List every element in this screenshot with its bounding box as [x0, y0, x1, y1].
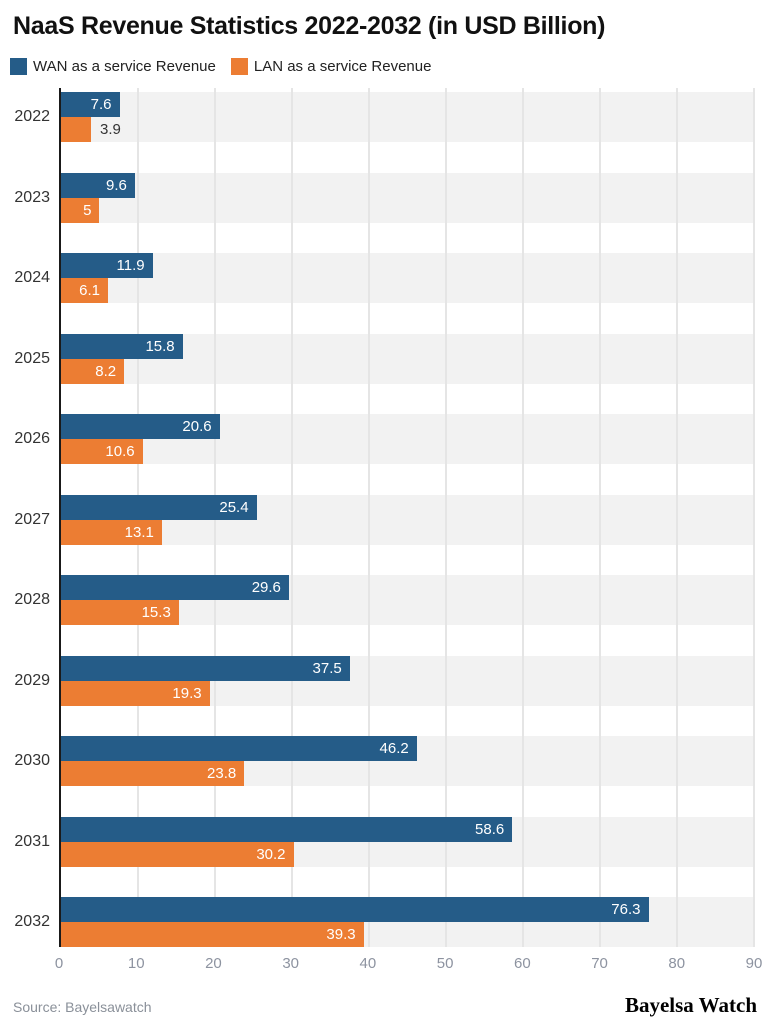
year-group-2024: 2024 11.9 6.1: [14, 253, 754, 303]
bar-wan-2030: 46.2: [61, 736, 417, 761]
bar-wan-2032: 76.3: [61, 897, 649, 922]
gridline: [675, 88, 678, 947]
x-tick-label: 80: [668, 955, 686, 972]
bar-lan-2025: 8.2: [61, 358, 125, 384]
bar-value-label: 7.6: [90, 96, 112, 113]
bar-value-label: 19.3: [172, 684, 202, 702]
year-group-2030: 2030 46.2 23.8: [14, 736, 754, 786]
year-label: 2028: [14, 591, 50, 608]
bar-wan-2028: 29.6: [61, 575, 289, 600]
bar-value-label: 25.4: [219, 498, 249, 516]
bar-value-label: 6.1: [79, 282, 100, 299]
bar-chart: 2022 7.6 3.9 2023 9.6 5 2024 11.9 6.1 2025 15.8 8.2…: [14, 88, 763, 977]
bar-wan-2025: 15.8: [61, 333, 183, 359]
x-tick-label: 30: [282, 955, 299, 972]
bar-lan-2027: 13.1: [61, 519, 162, 545]
x-tick-label: 70: [591, 955, 608, 972]
bar-wan-2026: 20.6: [61, 414, 220, 439]
bar-wan-2023: 9.6: [61, 172, 135, 198]
legend-item-wan: WAN as a service Revenue: [10, 58, 216, 75]
bar-value-label: 8.2: [95, 362, 117, 380]
bar-value-label: 37.5: [312, 659, 342, 677]
legend: WAN as a service Revenue LAN as a servic…: [10, 58, 769, 75]
bar-value-label: 5: [83, 201, 92, 219]
gridline: [599, 88, 601, 947]
year-group-2028: 2028 29.6 15.3: [14, 575, 754, 625]
year-label: 2027: [14, 510, 50, 528]
chart-title: NaaS Revenue Statistics 2022-2032 (in US…: [13, 12, 606, 40]
year-label: 2032: [14, 913, 50, 930]
bar-lan-2030: 23.8: [61, 761, 245, 786]
brand-logo: Bayelsa Watch: [624, 993, 757, 1017]
x-tick-label: 40: [359, 955, 377, 972]
bar-wan-2031: 58.6: [61, 816, 513, 842]
bar-value-label: 30.2: [256, 845, 286, 863]
bar-value-label: 15.8: [145, 337, 175, 355]
bar-value-label: 9.6: [106, 176, 127, 194]
bar-value-label: 29.6: [251, 579, 281, 596]
legend-swatch-lan-icon: [230, 58, 248, 75]
bar-value-label: 11.9: [116, 257, 145, 274]
gridline: [522, 88, 524, 947]
bar-lan-2032: 39.3: [61, 922, 364, 947]
gridline: [367, 88, 370, 947]
year-group-2026: 2026 20.6 10.6: [14, 414, 754, 464]
bar-value-label: 13.1: [124, 523, 154, 541]
year-group-2029: 2029 37.5 19.3: [14, 655, 754, 706]
bar-value-label: 10.6: [105, 443, 135, 460]
bar-lan-2028: 15.3: [61, 600, 179, 625]
bar-value-label: 76.3: [611, 901, 641, 918]
gridline: [445, 88, 447, 947]
year-label: 2023: [14, 188, 50, 206]
bar-wan-2024: 11.9: [61, 253, 153, 278]
x-tick-label: 20: [205, 955, 222, 972]
year-label: 2030: [14, 752, 50, 769]
year-label: 2026: [14, 430, 50, 447]
year-group-2023: 2023 9.6 5: [14, 172, 754, 223]
x-tick-label: 50: [436, 955, 454, 972]
bar-value-label: 23.8: [207, 765, 237, 782]
year-label: 2031: [14, 832, 50, 850]
bar-lan-2026: 10.6: [61, 439, 143, 464]
bar-value-label: 39.3: [326, 926, 356, 943]
year-group-2022: 2022 7.6 3.9: [14, 92, 754, 142]
x-axis: 0 10 20 30 40 50 60 70 80 90: [55, 955, 763, 977]
year-label: 2025: [14, 349, 50, 367]
bar-wan-2022: 7.6: [61, 92, 120, 117]
plot-area: 2022 7.6 3.9 2023 9.6 5 2024 11.9 6.1 2025 15.8 8.2…: [14, 88, 755, 947]
year-group-2031: 2031 58.6 30.2: [14, 816, 754, 867]
bar-lan-2024: 6.1: [61, 278, 108, 303]
year-group-2032: 2032 76.3 39.3: [14, 897, 754, 947]
bar-wan-2027: 25.4: [61, 494, 257, 520]
bar-wan-2029: 37.5: [61, 655, 350, 681]
legend-label-wan: WAN as a service Revenue: [33, 58, 216, 75]
bar-lan-2031: 30.2: [61, 841, 294, 867]
bar-lan-2022: 3.9: [61, 117, 121, 142]
footer: Source: Bayelsawatch Bayelsa Watch: [13, 993, 757, 1018]
bar-value-label: 15.3: [141, 604, 171, 621]
year-group-2027: 2027 25.4 13.1: [14, 494, 754, 545]
year-label: 2022: [14, 108, 50, 125]
year-group-2025: 2025 15.8 8.2: [14, 333, 754, 384]
year-label: 2029: [14, 671, 50, 689]
legend-item-lan: LAN as a service Revenue: [230, 58, 432, 75]
x-tick-label: 90: [745, 955, 763, 972]
x-tick-label: 0: [54, 955, 64, 972]
x-tick-label: 10: [127, 955, 145, 972]
gridline: [291, 88, 293, 947]
legend-label-lan: LAN as a service Revenue: [253, 58, 432, 75]
bar-value-label: 20.6: [182, 418, 212, 435]
bar-lan-2023: 5: [61, 197, 100, 223]
bar-lan-2029: 19.3: [61, 680, 210, 706]
bar-value-label: 3.9: [100, 121, 121, 138]
year-label: 2024: [14, 269, 50, 286]
bar-value-label: 46.2: [379, 740, 409, 757]
bar-value-label: 58.6: [475, 820, 505, 838]
source-note: Source: Bayelsawatch: [13, 999, 152, 1015]
gridline: [753, 88, 755, 947]
legend-swatch-wan-icon: [10, 58, 27, 75]
x-tick-label: 60: [513, 955, 531, 972]
